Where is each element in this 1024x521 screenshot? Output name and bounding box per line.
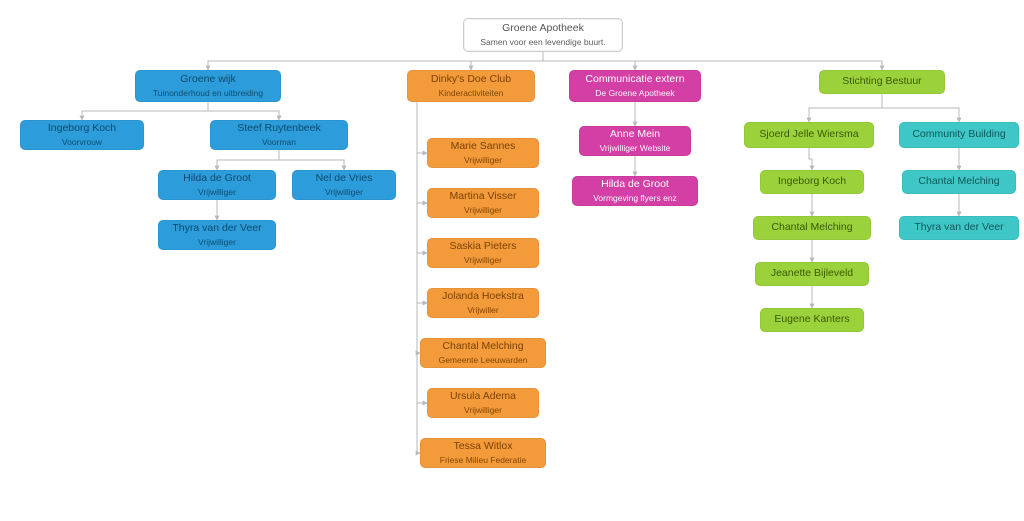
node-subtitle: Vrijwilliger xyxy=(464,155,502,166)
node-subtitle: De Groene Apotheek xyxy=(595,88,674,99)
node-title: Dinky's Doe Club xyxy=(431,73,511,87)
org-node-orange_3[interactable]: Saskia PietersVrijwilliger xyxy=(427,238,539,268)
node-title: Martina Visser xyxy=(450,190,517,204)
node-title: Tessa Witlox xyxy=(454,440,513,454)
node-title: Ingeborg Koch xyxy=(778,175,846,189)
org-node-blue_r_l[interactable]: Hilda de GrootVrijwilliger xyxy=(158,170,276,200)
node-subtitle: Vrijwiller xyxy=(467,305,498,316)
node-subtitle: Voorvrouw xyxy=(62,137,102,148)
node-title: Thyra van der Veer xyxy=(172,222,261,236)
org-node-green_l_2[interactable]: Chantal Melching xyxy=(753,216,871,240)
org-node-green_l_4[interactable]: Eugene Kanters xyxy=(760,308,864,332)
org-node-orange_root[interactable]: Dinky's Doe ClubKinderactiviteiten xyxy=(407,70,535,102)
node-title: Communicatie extern xyxy=(585,73,684,87)
node-subtitle: Vormgeving flyers enz xyxy=(593,193,677,204)
node-title: Chantal Melching xyxy=(771,221,852,235)
org-node-orange_4[interactable]: Jolanda HoekstraVrijwiller xyxy=(427,288,539,318)
org-node-mag_1[interactable]: Anne MeinVrijwilliger Website xyxy=(579,126,691,156)
node-title: Thyra van der Veer xyxy=(914,221,1003,235)
org-node-green_l[interactable]: Sjoerd Jelle Wiersma xyxy=(744,122,874,148)
node-title: Ingeborg Koch xyxy=(48,122,116,136)
node-title: Sjoerd Jelle Wiersma xyxy=(759,128,858,142)
node-subtitle: Samen voor een levendige buurt. xyxy=(480,37,605,48)
node-title: Chantal Melching xyxy=(918,175,999,189)
org-node-orange_7[interactable]: Tessa WitloxFriese Milieu Federatie xyxy=(420,438,546,468)
node-title: Stichting Bestuur xyxy=(842,75,921,89)
node-subtitle: Vrijwilliger xyxy=(198,237,236,248)
org-node-teal_2[interactable]: Thyra van der Veer xyxy=(899,216,1019,240)
org-node-root[interactable]: Groene ApotheekSamen voor een levendige … xyxy=(463,18,623,52)
node-title: Groene Apotheek xyxy=(502,22,584,36)
org-node-orange_1[interactable]: Marie SannesVrijwilliger xyxy=(427,138,539,168)
org-node-blue_r_r[interactable]: Nel de VriesVrijwilliger xyxy=(292,170,396,200)
node-subtitle: Friese Milieu Federatie xyxy=(440,455,526,466)
node-subtitle: Vrijwilliger xyxy=(464,255,502,266)
org-node-teal_root[interactable]: Community Building xyxy=(899,122,1019,148)
node-title: Jeanette Bijleveld xyxy=(771,267,853,281)
org-node-green_l_1[interactable]: Ingeborg Koch xyxy=(760,170,864,194)
org-node-orange_2[interactable]: Martina VisserVrijwilliger xyxy=(427,188,539,218)
node-title: Hilda de Groot xyxy=(601,178,669,192)
node-title: Saskia Pieters xyxy=(449,240,516,254)
node-title: Anne Mein xyxy=(610,128,660,142)
node-subtitle: Kinderactiviteiten xyxy=(439,88,504,99)
node-title: Jolanda Hoekstra xyxy=(442,290,524,304)
node-subtitle: Vrijwilliger xyxy=(325,187,363,198)
org-node-mag_root[interactable]: Communicatie externDe Groene Apotheek xyxy=(569,70,701,102)
node-title: Marie Sannes xyxy=(451,140,516,154)
org-node-blue_r[interactable]: Steef RuytenbeekVoorman xyxy=(210,120,348,150)
node-subtitle: Gemeente Leeuwarden xyxy=(439,355,528,366)
node-title: Groene wijk xyxy=(180,73,235,87)
node-subtitle: Tuinonderhoud en uitbreiding xyxy=(153,88,263,99)
node-subtitle: Vrijwilliger Website xyxy=(600,143,671,154)
org-node-orange_6[interactable]: Ursula AdemaVrijwilliger xyxy=(427,388,539,418)
org-node-teal_1[interactable]: Chantal Melching xyxy=(902,170,1016,194)
org-node-blue_r_l_c[interactable]: Thyra van der VeerVrijwilliger xyxy=(158,220,276,250)
node-title: Hilda de Groot xyxy=(183,172,251,186)
node-subtitle: Vrijwilliger xyxy=(198,187,236,198)
node-subtitle: Vrijwilliger xyxy=(464,405,502,416)
node-title: Eugene Kanters xyxy=(774,313,849,327)
node-title: Ursula Adema xyxy=(450,390,516,404)
org-node-green_root[interactable]: Stichting Bestuur xyxy=(819,70,945,94)
node-title: Steef Ruytenbeek xyxy=(237,122,320,136)
org-node-blue_root[interactable]: Groene wijkTuinonderhoud en uitbreiding xyxy=(135,70,281,102)
node-subtitle: Voorman xyxy=(262,137,296,148)
node-title: Nel de Vries xyxy=(316,172,373,186)
node-subtitle: Vrijwilliger xyxy=(464,205,502,216)
org-node-blue_l[interactable]: Ingeborg KochVoorvrouw xyxy=(20,120,144,150)
org-node-orange_5[interactable]: Chantal MelchingGemeente Leeuwarden xyxy=(420,338,546,368)
node-title: Community Building xyxy=(912,128,1005,142)
org-node-mag_2[interactable]: Hilda de GrootVormgeving flyers enz xyxy=(572,176,698,206)
node-title: Chantal Melching xyxy=(442,340,523,354)
org-node-green_l_3[interactable]: Jeanette Bijleveld xyxy=(755,262,869,286)
